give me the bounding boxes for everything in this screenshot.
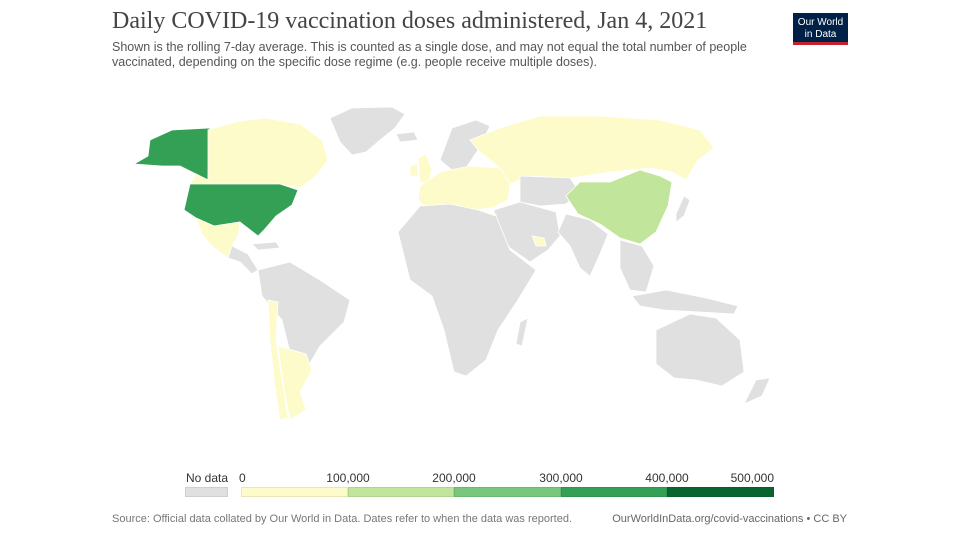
legend-tick-5: 500,000 xyxy=(730,471,774,485)
legend-bin-3[interactable] xyxy=(560,487,668,497)
chart-title: Daily COVID-19 vaccination doses adminis… xyxy=(112,8,708,34)
region-greenland[interactable] xyxy=(329,106,406,156)
region-africa[interactable] xyxy=(397,203,537,377)
region-russia[interactable] xyxy=(469,115,715,185)
legend-tick-3: 300,000 xyxy=(539,471,583,485)
legend-bin-1[interactable] xyxy=(347,487,455,497)
region-australia[interactable] xyxy=(655,313,745,387)
region-bahrain-uae[interactable] xyxy=(531,235,547,247)
region-alaska[interactable] xyxy=(132,127,211,181)
legend-bin-0[interactable] xyxy=(241,487,348,497)
region-canada[interactable] xyxy=(189,117,329,189)
legend-tick-1: 100,000 xyxy=(326,471,370,485)
world-map xyxy=(132,106,771,421)
legend-tick-2: 200,000 xyxy=(432,471,476,485)
region-usa[interactable] xyxy=(183,183,299,237)
legend-no-data-label: No data xyxy=(186,471,229,485)
logo-line-2: in Data xyxy=(804,28,837,40)
region-china[interactable] xyxy=(565,169,673,245)
source-note: Source: Official data collated by Our Wo… xyxy=(112,513,572,525)
logo-line-1: Our World xyxy=(797,16,844,28)
region-southeast-asia[interactable] xyxy=(619,239,655,293)
legend-bin-2[interactable] xyxy=(454,487,561,497)
region-madagascar[interactable] xyxy=(515,317,529,347)
region-indonesia[interactable] xyxy=(631,289,739,315)
legend-tick-4: 400,000 xyxy=(645,471,689,485)
legend-tick-0: 0 xyxy=(239,471,246,485)
chart-subtitle: Shown is the rolling 7-day average. This… xyxy=(112,40,747,69)
legend-no-data-swatch[interactable] xyxy=(185,487,228,497)
legend-color-scale xyxy=(241,487,774,497)
legend-bin-4[interactable] xyxy=(667,487,774,497)
region-central-america[interactable] xyxy=(227,245,259,275)
region-new-zealand[interactable] xyxy=(743,377,771,405)
source-link[interactable]: OurWorldInData.org/covid-vaccinations • … xyxy=(612,513,847,525)
region-iceland[interactable] xyxy=(395,131,419,143)
region-caribbean[interactable] xyxy=(251,241,281,251)
region-india[interactable] xyxy=(557,213,609,277)
region-europe[interactable] xyxy=(417,165,511,211)
owid-logo[interactable]: Our World in Data xyxy=(793,13,848,45)
region-ireland[interactable] xyxy=(409,163,419,177)
region-chile[interactable] xyxy=(267,299,289,421)
region-uk[interactable] xyxy=(417,153,433,185)
region-central-asia[interactable] xyxy=(519,175,581,207)
region-japan[interactable] xyxy=(675,195,691,223)
region-argentina[interactable] xyxy=(277,345,313,421)
